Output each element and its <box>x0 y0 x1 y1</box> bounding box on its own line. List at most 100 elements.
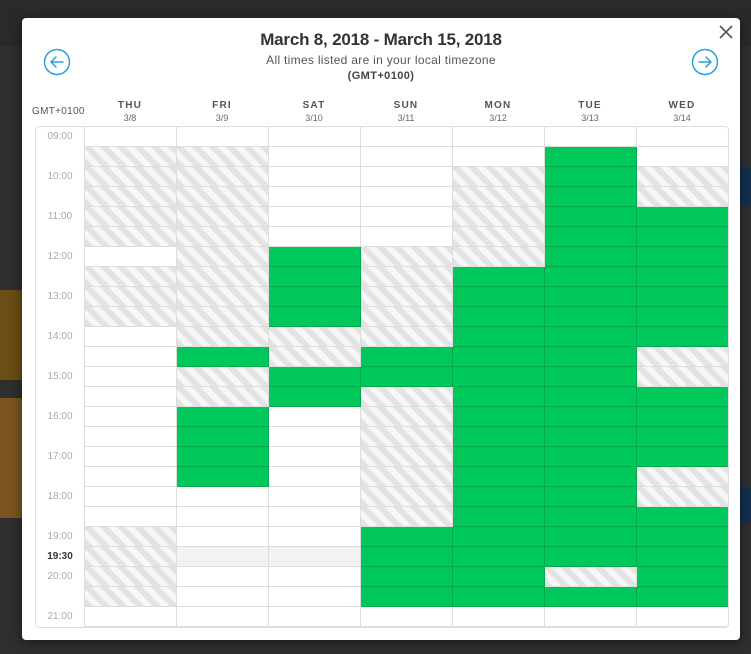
time-slot-cell[interactable] <box>85 387 177 407</box>
time-slot-cell[interactable] <box>637 427 728 447</box>
time-slot-cell[interactable] <box>637 327 728 347</box>
time-slot-cell[interactable] <box>177 507 269 527</box>
time-slot-cell[interactable] <box>637 287 728 307</box>
time-slot-cell[interactable] <box>269 487 361 507</box>
time-slot-cell[interactable] <box>269 367 361 387</box>
time-slot-cell[interactable] <box>361 587 453 607</box>
time-slot-cell[interactable] <box>85 407 177 427</box>
time-slot-cell[interactable] <box>269 307 361 327</box>
time-slot-cell[interactable] <box>453 527 545 547</box>
time-slot-cell[interactable] <box>545 607 637 627</box>
time-slot-cell[interactable] <box>637 147 728 167</box>
time-slot-cell[interactable] <box>545 527 637 547</box>
time-slot-cell[interactable] <box>361 207 453 227</box>
time-slot-cell[interactable] <box>545 207 637 227</box>
time-slot-cell[interactable] <box>545 507 637 527</box>
time-slot-cell[interactable] <box>269 447 361 467</box>
time-slot-cell[interactable] <box>453 147 545 167</box>
time-slot-cell[interactable] <box>269 527 361 547</box>
time-slot-cell[interactable] <box>269 207 361 227</box>
time-slot-cell[interactable] <box>177 607 269 627</box>
time-slot-cell[interactable] <box>177 547 269 567</box>
time-slot-cell[interactable] <box>637 447 728 467</box>
time-slot-cell[interactable] <box>545 587 637 607</box>
time-slot-cell[interactable] <box>85 507 177 527</box>
time-slot-cell[interactable] <box>545 167 637 187</box>
time-slot-cell[interactable] <box>453 367 545 387</box>
time-slot-cell[interactable] <box>545 147 637 167</box>
time-slot-cell[interactable] <box>637 247 728 267</box>
time-slot-cell[interactable] <box>545 327 637 347</box>
time-slot-cell[interactable] <box>637 527 728 547</box>
next-week-button[interactable] <box>691 48 719 76</box>
time-slot-cell[interactable] <box>637 607 728 627</box>
time-slot-cell[interactable] <box>361 187 453 207</box>
time-slot-cell[interactable] <box>85 427 177 447</box>
time-slot-cell[interactable] <box>637 507 728 527</box>
time-slot-cell[interactable] <box>545 467 637 487</box>
time-slot-cell[interactable] <box>177 487 269 507</box>
time-slot-cell[interactable] <box>269 547 361 567</box>
time-slot-cell[interactable] <box>177 427 269 447</box>
time-slot-cell[interactable] <box>453 447 545 467</box>
time-slot-cell[interactable] <box>269 587 361 607</box>
close-button[interactable] <box>718 24 734 40</box>
time-slot-cell[interactable] <box>637 587 728 607</box>
time-slot-cell[interactable] <box>361 567 453 587</box>
time-slot-cell[interactable] <box>177 467 269 487</box>
time-slot-cell[interactable] <box>85 347 177 367</box>
time-slot-cell[interactable] <box>545 447 637 467</box>
time-slot-cell[interactable] <box>361 547 453 567</box>
time-slot-cell[interactable] <box>269 387 361 407</box>
time-slot-cell[interactable] <box>361 607 453 627</box>
time-slot-cell[interactable] <box>453 507 545 527</box>
time-slot-cell[interactable] <box>637 567 728 587</box>
time-slot-cell[interactable] <box>361 367 453 387</box>
time-slot-cell[interactable] <box>269 507 361 527</box>
time-slot-cell[interactable] <box>177 587 269 607</box>
time-slot-cell[interactable] <box>453 407 545 427</box>
time-slot-cell[interactable] <box>637 387 728 407</box>
time-slot-cell[interactable] <box>269 407 361 427</box>
time-slot-cell[interactable] <box>453 607 545 627</box>
time-slot-cell[interactable] <box>269 267 361 287</box>
time-slot-cell[interactable] <box>85 447 177 467</box>
time-slot-cell[interactable] <box>85 367 177 387</box>
time-slot-cell[interactable] <box>545 347 637 367</box>
time-slot-cell[interactable] <box>85 247 177 267</box>
time-slot-cell[interactable] <box>269 427 361 447</box>
time-slot-cell[interactable] <box>545 127 637 147</box>
time-slot-cell[interactable] <box>637 207 728 227</box>
time-slot-cell[interactable] <box>269 187 361 207</box>
time-slot-cell[interactable] <box>269 607 361 627</box>
time-slot-cell[interactable] <box>545 367 637 387</box>
time-slot-cell[interactable] <box>269 287 361 307</box>
time-slot-cell[interactable] <box>545 287 637 307</box>
time-slot-cell[interactable] <box>637 127 728 147</box>
time-slot-cell[interactable] <box>85 127 177 147</box>
time-slot-cell[interactable] <box>545 227 637 247</box>
time-slot-cell[interactable] <box>545 187 637 207</box>
time-slot-cell[interactable] <box>85 327 177 347</box>
time-slot-cell[interactable] <box>177 447 269 467</box>
time-slot-cell[interactable] <box>269 167 361 187</box>
time-slot-cell[interactable] <box>545 267 637 287</box>
time-slot-cell[interactable] <box>637 407 728 427</box>
time-slot-cell[interactable] <box>637 227 728 247</box>
time-slot-cell[interactable] <box>545 247 637 267</box>
time-slot-cell[interactable] <box>269 227 361 247</box>
time-slot-cell[interactable] <box>269 147 361 167</box>
time-slot-cell[interactable] <box>85 487 177 507</box>
time-slot-cell[interactable] <box>453 127 545 147</box>
time-slot-cell[interactable] <box>269 127 361 147</box>
time-slot-cell[interactable] <box>453 547 545 567</box>
time-slot-cell[interactable] <box>177 127 269 147</box>
time-slot-cell[interactable] <box>85 467 177 487</box>
time-slot-cell[interactable] <box>177 567 269 587</box>
time-slot-cell[interactable] <box>85 607 177 627</box>
time-slot-cell[interactable] <box>453 267 545 287</box>
time-slot-cell[interactable] <box>453 427 545 447</box>
time-slot-cell[interactable] <box>269 467 361 487</box>
time-slot-cell[interactable] <box>637 307 728 327</box>
time-slot-cell[interactable] <box>637 267 728 287</box>
